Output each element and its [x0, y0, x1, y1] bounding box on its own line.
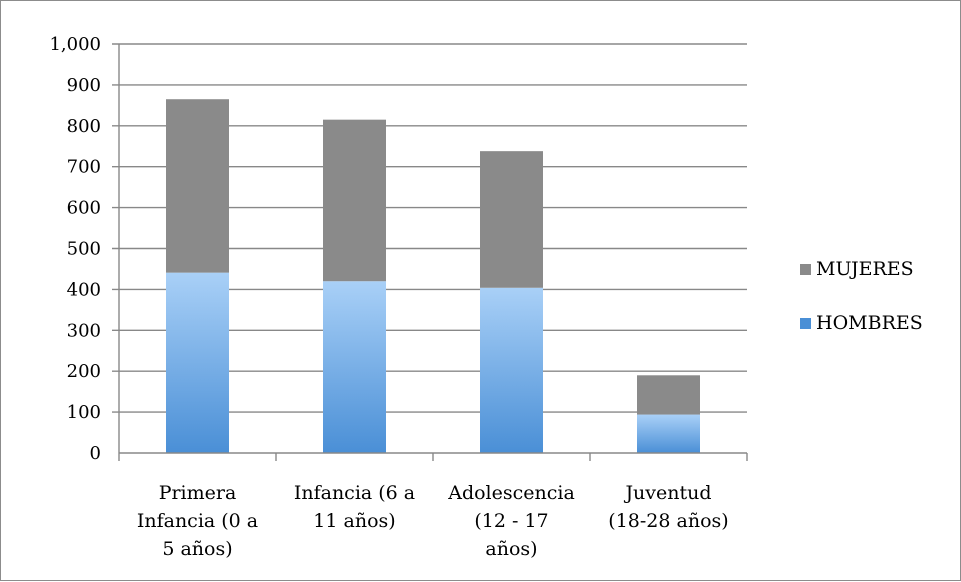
x-category-label: 11 años)	[313, 510, 395, 532]
x-category-label: (12 - 17	[474, 510, 548, 532]
y-tick-label: 600	[67, 198, 101, 219]
x-axis	[118, 44, 748, 461]
y-tick-label: 800	[67, 116, 101, 137]
y-tick-label: 100	[67, 402, 101, 423]
legend-label-mujeres: MUJERES	[816, 258, 914, 280]
x-category-label: 5 años)	[162, 538, 232, 560]
y-tick-label: 400	[67, 279, 101, 300]
legend-swatch-mujeres	[800, 264, 811, 275]
legend-swatch-hombres	[800, 318, 811, 329]
x-category-label: (18-28 años)	[608, 510, 728, 532]
x-category-label: Infancia (0 a	[137, 510, 258, 532]
x-category-label: Infancia (6 a	[294, 482, 415, 504]
x-category-label: Juventud	[623, 482, 711, 504]
bar-mujeres	[323, 119, 386, 282]
y-tick-label: 1,000	[49, 34, 101, 55]
x-axis-category-labels: Primera Infancia (0 a 5 años) Infancia (6 a…	[137, 482, 729, 560]
y-tick-label: 300	[67, 320, 101, 341]
y-tick-label: 900	[67, 75, 101, 96]
y-tick-label: 200	[67, 361, 101, 382]
bar-hombres	[323, 281, 386, 453]
y-tick-label: 0	[90, 443, 101, 464]
bar-mujeres	[480, 151, 543, 288]
x-category-label: Adolescencia	[447, 482, 575, 504]
x-category-label: Primera	[159, 482, 237, 504]
bar-hombres	[166, 272, 229, 453]
bars	[166, 99, 700, 453]
legend: MUJERES HOMBRES	[800, 258, 923, 334]
y-tick-label: 700	[67, 157, 101, 178]
bar-mujeres	[637, 375, 700, 415]
y-axis-tick-labels: 0 100 200 300 400 500 600 700 800 900 1,000	[49, 34, 101, 464]
bar-hombres	[637, 414, 700, 453]
y-tick-label: 500	[67, 239, 101, 260]
x-category-label: años)	[485, 538, 537, 560]
bar-hombres	[480, 287, 543, 453]
legend-label-hombres: HOMBRES	[816, 312, 923, 334]
bar-mujeres	[166, 99, 229, 273]
